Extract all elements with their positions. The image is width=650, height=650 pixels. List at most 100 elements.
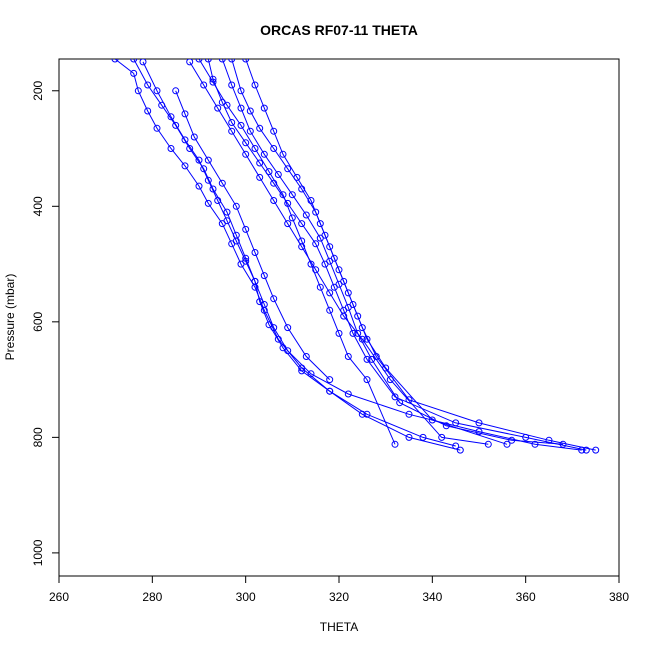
data-point	[172, 121, 180, 129]
profile-line	[231, 59, 596, 451]
data-point	[405, 396, 413, 404]
data-point	[237, 121, 245, 129]
data-point	[284, 199, 292, 207]
data-point	[307, 260, 315, 268]
data-point	[363, 410, 371, 418]
data-point	[349, 329, 357, 337]
data-point	[265, 321, 273, 329]
data-point	[484, 440, 492, 448]
data-point	[312, 266, 320, 274]
x-tick-label: 300	[236, 590, 256, 604]
data-point	[298, 185, 306, 193]
data-point	[228, 81, 236, 89]
data-point	[358, 410, 366, 418]
data-point	[111, 59, 119, 63]
data-point	[335, 329, 343, 337]
profile-points	[111, 59, 600, 454]
data-point	[312, 208, 320, 216]
data-point	[181, 162, 189, 170]
data-point	[531, 440, 539, 448]
data-point	[242, 257, 250, 265]
data-point	[270, 179, 278, 187]
data-point	[438, 433, 446, 441]
data-point	[316, 283, 324, 291]
data-point	[144, 81, 152, 89]
x-tick-label: 260	[49, 590, 69, 604]
data-point	[391, 440, 399, 448]
data-point	[223, 217, 231, 225]
data-point	[237, 87, 245, 95]
data-point	[209, 78, 217, 86]
data-point	[326, 243, 334, 251]
profile-line	[142, 61, 456, 447]
data-point	[256, 173, 264, 181]
data-point	[288, 214, 296, 222]
data-point	[363, 376, 371, 384]
data-point	[209, 75, 217, 83]
data-point	[181, 110, 189, 118]
data-point	[242, 59, 250, 63]
profile-line	[175, 90, 331, 380]
data-point	[354, 329, 362, 337]
data-point	[330, 254, 338, 262]
data-point	[256, 159, 264, 167]
data-point	[405, 410, 413, 418]
profile-line	[221, 59, 564, 445]
data-point	[475, 419, 483, 427]
data-point	[284, 165, 292, 173]
data-point	[396, 399, 404, 407]
data-point	[256, 124, 264, 132]
data-point	[419, 433, 427, 441]
data-point	[307, 370, 315, 378]
data-point	[186, 145, 194, 152]
data-point	[158, 101, 166, 109]
y-tick-label: 400	[31, 196, 45, 216]
y-tick-label: 800	[31, 427, 45, 447]
data-point	[382, 364, 390, 372]
data-point	[274, 171, 282, 178]
data-point	[298, 243, 306, 251]
data-point	[214, 197, 222, 204]
data-point	[592, 446, 600, 454]
data-point	[312, 240, 320, 248]
data-point	[242, 254, 250, 262]
data-point	[167, 145, 175, 152]
data-point	[428, 416, 436, 424]
data-point	[274, 335, 282, 343]
data-point	[256, 298, 264, 306]
data-point	[200, 81, 208, 89]
data-point	[251, 277, 259, 285]
data-point	[130, 59, 138, 63]
data-point	[452, 442, 460, 450]
data-point	[237, 104, 245, 112]
data-point	[270, 127, 278, 135]
data-point	[452, 419, 460, 427]
data-point	[344, 353, 352, 360]
data-point	[251, 81, 259, 89]
data-point	[270, 145, 278, 152]
data-point	[302, 353, 310, 360]
data-point	[559, 440, 567, 448]
data-point	[578, 446, 586, 454]
data-point	[326, 289, 334, 297]
data-point	[298, 220, 306, 228]
data-point	[139, 59, 147, 66]
data-point	[354, 312, 362, 320]
data-point	[195, 156, 203, 164]
data-point	[190, 133, 198, 141]
data-point	[218, 179, 226, 187]
data-point	[242, 139, 250, 147]
data-point	[288, 191, 296, 199]
chart-title: ORCAS RF07-11 THETA	[260, 22, 418, 38]
data-point	[279, 150, 287, 158]
data-point	[582, 446, 590, 454]
y-axis: 200 400 600 800 1000	[31, 80, 59, 566]
x-tick-label: 320	[329, 590, 349, 604]
data-point	[340, 312, 348, 320]
data-point	[321, 231, 329, 239]
data-point	[144, 107, 152, 115]
data-point	[307, 197, 315, 204]
data-point	[130, 69, 138, 77]
data-point	[344, 390, 352, 398]
